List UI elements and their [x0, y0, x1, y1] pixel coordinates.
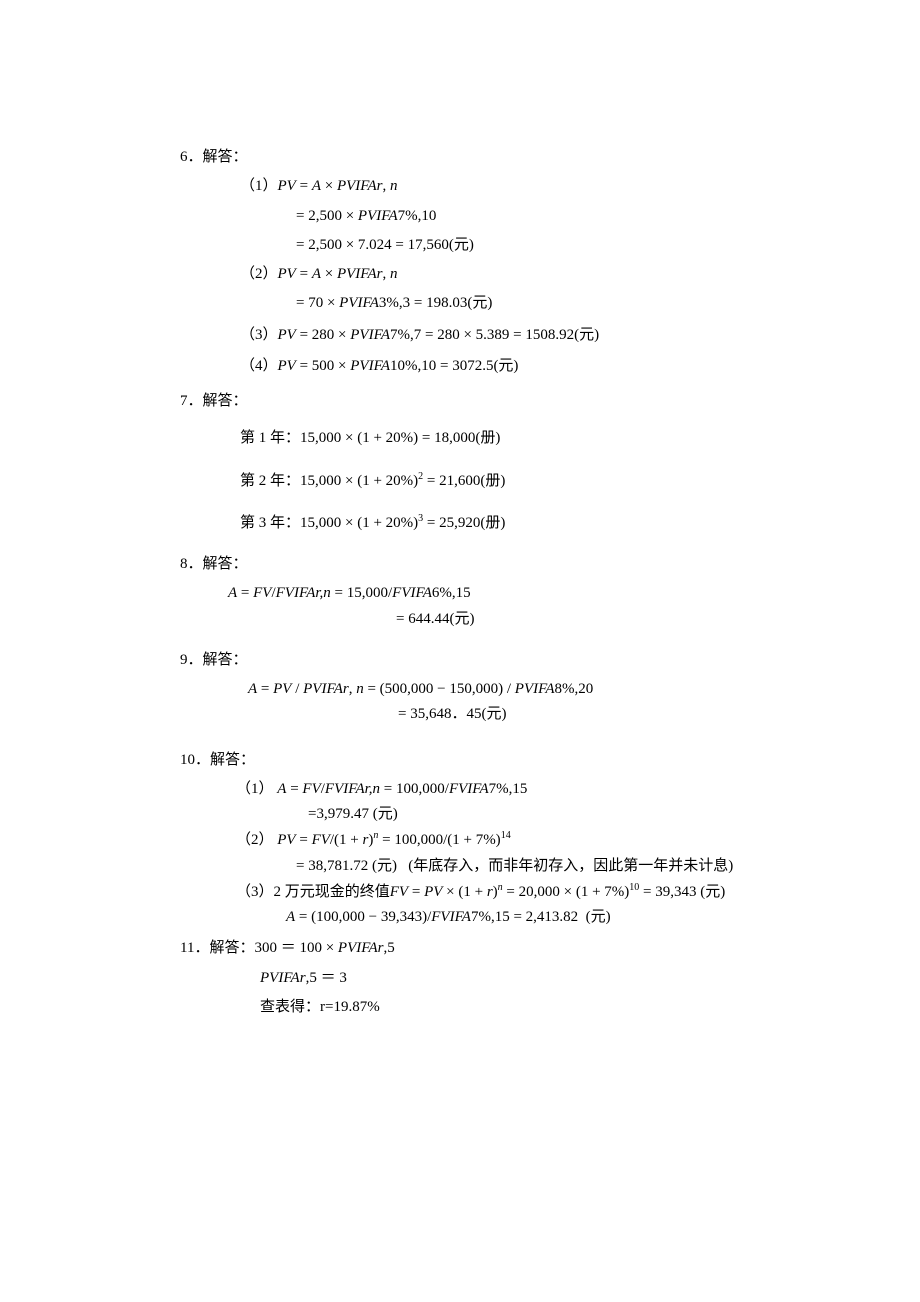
p6-part1-line2: = 2,500 × PVIFA7%,10 [180, 205, 830, 228]
p10-p1-l2-text: =3,979.47 (元) [308, 806, 398, 822]
p11-label-row: 11．解答：300 ＝ 100 × PVIFAr,5 [180, 937, 830, 960]
p11-l3-text: 查表得：r=19.87% [260, 999, 380, 1015]
p11-line3: 查表得：r=19.87% [180, 996, 830, 1019]
p7-year2: 第 2 年：15,000 × (1 + 20%)2 = 21,600(册) [180, 469, 830, 493]
p9-label: 9．解答： [180, 649, 830, 672]
p10-p3-l1-text: （3）2 万元现金的终值FV = PV × (1 + r)n = 20,000 … [236, 884, 725, 900]
p8-line2: = 644.44(元) [180, 608, 830, 631]
p8-line1: A = FV/FVIFAr,n = 15,000/FVIFA6%,15 [180, 582, 830, 605]
p10-part3-line2: A = (100,000 − 39,343)/FVIFA7%,15 = 2,41… [180, 906, 830, 929]
p11-line2: PVIFAr,5 ＝ 3 [180, 967, 830, 990]
p6-part4: （4）PV = 500 × PVIFA10%,10 = 3072.5(元) [180, 355, 830, 378]
p10-part2-line2: = 38,781.72 (元) (年底存入，而非年初存入，因此第一年并未计息) [180, 855, 830, 878]
p7-year1: 第 1 年：15,000 × (1 + 20%) = 18,000(册) [180, 427, 830, 450]
p10-part1-line1: （1） A = FV/FVIFAr,n = 100,000/FVIFA7%,15 [180, 778, 830, 801]
p7-y2-text: 第 2 年：15,000 × (1 + 20%)2 = 21,600(册) [240, 473, 505, 489]
p11-l2-text: PVIFAr,5 ＝ 3 [260, 970, 347, 986]
p8-l2-text: = 644.44(元) [396, 611, 474, 627]
p6-p2-l1-text: （2）PV = A × PVIFAr, n [240, 266, 398, 282]
p10-p2-l2-text: = 38,781.72 (元) (年底存入，而非年初存入，因此第一年并未计息) [296, 858, 733, 874]
p10-p3-l2-text: A = (100,000 − 39,343)/FVIFA7%,15 = 2,41… [286, 909, 611, 925]
p6-part1-line3: = 2,500 × 7.024 = 17,560(元) [180, 234, 830, 257]
p11-inline: 300 ＝ 100 × PVIFAr,5 [254, 940, 394, 956]
p6-part2-line2: = 70 × PVIFA3%,3 = 198.03(元) [180, 292, 830, 315]
p6-label: 6．解答： [180, 146, 830, 169]
p9-line2: = 35,648．45(元) [180, 703, 830, 726]
p6-part3: （3）PV = 280 × PVIFA7%,7 = 280 × 5.389 = … [180, 324, 830, 347]
p9-l1-text: A = PV / PVIFAr, n = (500,000 − 150,000)… [248, 681, 593, 697]
p10-p2-l1-text: （2） PV = FV/(1 + r)n = 100,000/(1 + 7%)1… [236, 832, 511, 848]
p6-p1-l3-text: = 2,500 × 7.024 = 17,560(元) [296, 237, 474, 253]
p6-part1-line1: （1）PV = A × PVIFAr, n [180, 175, 830, 198]
p8-label: 8．解答： [180, 553, 830, 576]
p6-p2-l2-text: = 70 × PVIFA3%,3 = 198.03(元) [296, 295, 492, 311]
p7-year3: 第 3 年：15,000 × (1 + 20%)3 = 25,920(册) [180, 511, 830, 535]
p10-part3-line1: （3）2 万元现金的终值FV = PV × (1 + r)n = 20,000 … [180, 880, 830, 904]
p7-label: 7．解答： [180, 390, 830, 413]
p6-p1-l2-text: = 2,500 × PVIFA7%,10 [296, 208, 436, 224]
p10-p1-l1-text: （1） A = FV/FVIFAr,n = 100,000/FVIFA7%,15 [236, 781, 527, 797]
p10-label: 10．解答： [180, 749, 830, 772]
p8-l1-text: A = FV/FVIFAr,n = 15,000/FVIFA6%,15 [228, 585, 471, 601]
p7-y1-text: 第 1 年：15,000 × (1 + 20%) = 18,000(册) [240, 430, 500, 446]
p10-part1-line2: =3,979.47 (元) [180, 803, 830, 826]
p9-l2-text: = 35,648．45(元) [398, 706, 506, 722]
p10-part2-line1: （2） PV = FV/(1 + r)n = 100,000/(1 + 7%)1… [180, 828, 830, 852]
p9-line1: A = PV / PVIFAr, n = (500,000 − 150,000)… [180, 678, 830, 701]
p7-y3-text: 第 3 年：15,000 × (1 + 20%)3 = 25,920(册) [240, 515, 505, 531]
p6-p3-text: （3）PV = 280 × PVIFA7%,7 = 280 × 5.389 = … [240, 327, 599, 343]
p6-p1-l1-text: （1）PV = A × PVIFAr, n [240, 178, 398, 194]
p6-p4-text: （4）PV = 500 × PVIFA10%,10 = 3072.5(元) [240, 358, 518, 374]
p11-label: 11．解答： [180, 940, 254, 956]
p6-part2-line1: （2）PV = A × PVIFAr, n [180, 263, 830, 286]
